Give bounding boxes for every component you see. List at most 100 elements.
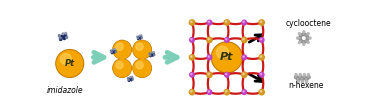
Circle shape (136, 43, 143, 50)
Circle shape (114, 52, 115, 53)
Circle shape (129, 78, 131, 80)
Circle shape (297, 81, 299, 83)
Circle shape (307, 76, 310, 79)
Circle shape (303, 76, 306, 79)
Circle shape (56, 50, 84, 77)
Circle shape (301, 78, 304, 81)
Circle shape (189, 89, 195, 95)
Circle shape (66, 37, 68, 38)
Circle shape (211, 42, 242, 73)
Circle shape (113, 59, 131, 77)
Circle shape (62, 33, 64, 35)
Circle shape (303, 74, 305, 76)
Circle shape (59, 37, 61, 39)
Circle shape (139, 35, 140, 36)
Circle shape (308, 76, 309, 77)
Circle shape (305, 81, 307, 83)
Circle shape (138, 37, 140, 38)
Circle shape (190, 38, 194, 42)
Circle shape (113, 40, 132, 59)
Circle shape (303, 31, 305, 33)
Circle shape (112, 50, 114, 52)
Circle shape (299, 40, 302, 42)
Circle shape (259, 89, 264, 95)
Circle shape (297, 37, 298, 39)
Circle shape (128, 79, 129, 80)
Circle shape (303, 43, 305, 45)
Circle shape (294, 76, 297, 79)
Circle shape (110, 50, 112, 51)
Circle shape (152, 55, 153, 56)
Circle shape (226, 73, 227, 75)
Circle shape (150, 55, 151, 57)
Text: imidazole: imidazole (47, 86, 84, 95)
Circle shape (224, 89, 229, 95)
Circle shape (260, 56, 262, 57)
Circle shape (259, 20, 264, 25)
Circle shape (191, 90, 192, 92)
Circle shape (299, 76, 302, 79)
Text: cyclooctene: cyclooctene (286, 19, 331, 28)
Circle shape (242, 72, 247, 77)
Circle shape (216, 46, 229, 59)
Circle shape (114, 50, 116, 51)
Text: n-hexene: n-hexene (288, 81, 324, 90)
Circle shape (299, 37, 300, 38)
Circle shape (298, 33, 300, 34)
Circle shape (207, 37, 212, 43)
Circle shape (224, 20, 229, 25)
Circle shape (224, 55, 229, 60)
Circle shape (153, 53, 154, 54)
Circle shape (259, 72, 264, 77)
Circle shape (61, 35, 64, 38)
Circle shape (305, 78, 308, 81)
Circle shape (130, 77, 131, 78)
Circle shape (307, 33, 309, 34)
Circle shape (115, 51, 116, 52)
Circle shape (297, 78, 300, 81)
Circle shape (207, 20, 212, 25)
Circle shape (191, 73, 192, 75)
Circle shape (295, 74, 297, 76)
Circle shape (260, 21, 262, 23)
Circle shape (127, 78, 129, 79)
Circle shape (302, 41, 305, 44)
Circle shape (225, 21, 227, 23)
Circle shape (299, 34, 302, 37)
Circle shape (65, 32, 67, 34)
Circle shape (297, 78, 298, 79)
Circle shape (150, 55, 151, 56)
Circle shape (138, 38, 139, 40)
Circle shape (305, 40, 308, 42)
Circle shape (302, 33, 305, 36)
Circle shape (298, 42, 300, 43)
Circle shape (260, 73, 262, 75)
Circle shape (208, 73, 209, 75)
Circle shape (307, 74, 310, 76)
Circle shape (208, 21, 209, 23)
Circle shape (128, 80, 130, 81)
Circle shape (113, 59, 132, 77)
Circle shape (133, 59, 151, 77)
Circle shape (242, 90, 246, 94)
Circle shape (307, 42, 309, 43)
Circle shape (131, 77, 133, 79)
Circle shape (299, 74, 301, 76)
Circle shape (243, 38, 245, 40)
Circle shape (133, 59, 151, 77)
Circle shape (141, 37, 142, 38)
Circle shape (226, 39, 227, 40)
Circle shape (304, 76, 305, 77)
Circle shape (154, 54, 155, 55)
Circle shape (60, 54, 71, 65)
Circle shape (191, 39, 192, 40)
Circle shape (189, 20, 195, 25)
Circle shape (137, 36, 138, 37)
Circle shape (115, 49, 116, 50)
Circle shape (64, 34, 67, 36)
Circle shape (189, 55, 195, 60)
Circle shape (309, 37, 311, 39)
Circle shape (307, 37, 309, 40)
Circle shape (305, 34, 308, 37)
Circle shape (132, 76, 133, 77)
